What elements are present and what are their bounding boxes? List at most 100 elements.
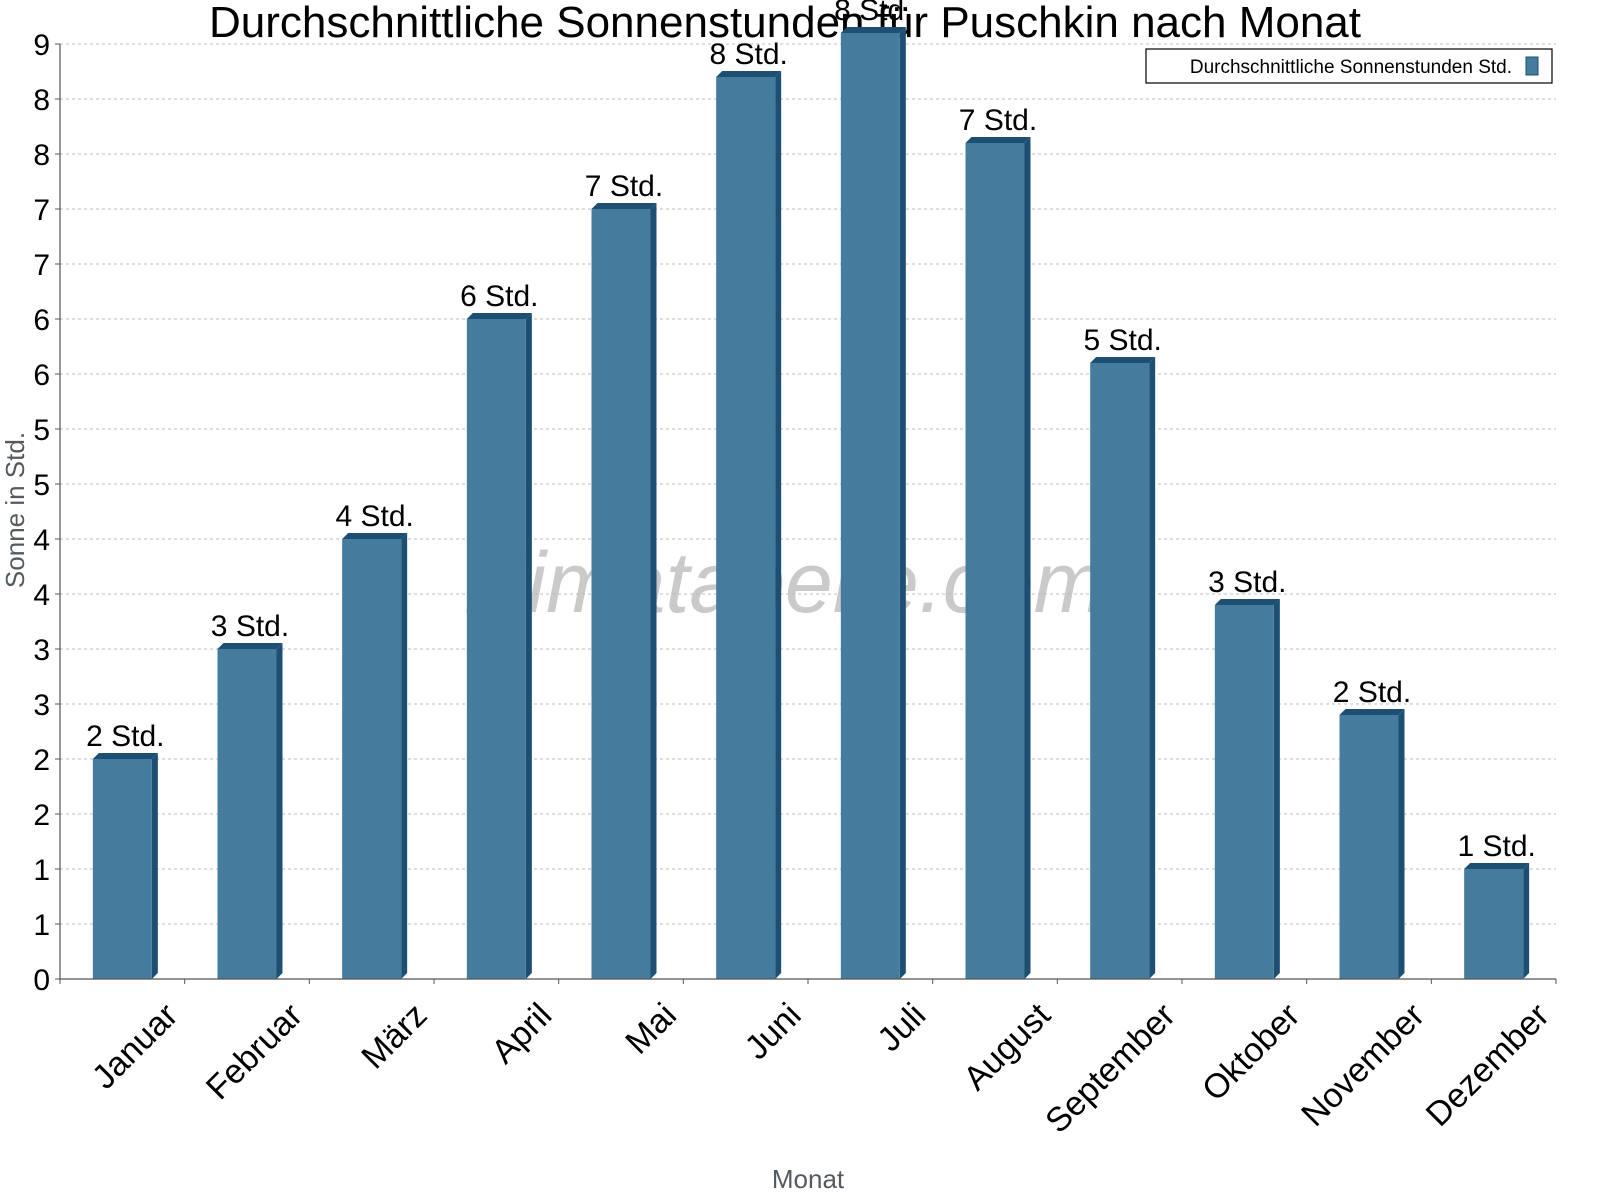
bar-side	[899, 27, 906, 979]
y-tick-label: 3	[33, 689, 50, 722]
y-tick-label: 2	[33, 799, 50, 832]
y-axis-label: Sonne in Std.	[0, 432, 30, 588]
y-tick-label: 8	[33, 139, 50, 172]
y-tick-label: 6	[33, 359, 50, 392]
bar-data-label: 6 Std.	[460, 280, 538, 313]
x-tick-labels: Januar Februar März April Mai Juni Juli AugustS…	[85, 996, 1557, 1141]
bar-data-label: 3 Std.	[211, 610, 289, 643]
x-axis-label: Monat	[772, 1164, 845, 1194]
y-tick-label: 6	[33, 304, 50, 337]
x-tick-label: April	[484, 996, 559, 1071]
x-tick-label: November	[1294, 996, 1432, 1134]
y-tick-label: 1	[33, 909, 50, 942]
bar-top	[92, 753, 158, 759]
bar-side	[1149, 357, 1156, 979]
y-tick-label: 5	[33, 414, 50, 447]
x-tick-label: Dezember	[1419, 996, 1557, 1134]
bar-front	[342, 539, 402, 979]
bar-top	[342, 533, 408, 539]
y-tick-label: 4	[33, 579, 50, 612]
bar-side	[276, 643, 283, 979]
y-tick-label: 4	[33, 524, 50, 557]
bar-top	[1339, 709, 1405, 715]
bar-side	[1273, 599, 1280, 979]
bar-dezember	[1464, 863, 1530, 979]
bar-data-label: 8 Std.	[709, 38, 787, 71]
legend-label: Durchschnittliche Sonnenstunden Std.	[1190, 57, 1512, 78]
bar-side	[1398, 709, 1405, 979]
bar-top	[716, 71, 782, 77]
bar-mai	[591, 203, 657, 979]
bar-data-label: 7 Std.	[585, 170, 663, 203]
bar-september	[1090, 357, 1156, 979]
y-tick-label: 1	[33, 854, 50, 887]
bar-top	[466, 313, 532, 319]
bar-juli	[840, 27, 906, 979]
x-tick-label: Mai	[618, 996, 684, 1062]
bar-juni	[716, 71, 782, 979]
bar-side	[650, 203, 657, 979]
y-tick-label: 9	[33, 29, 50, 62]
x-tick-label: August	[956, 996, 1058, 1098]
bar-top	[217, 643, 283, 649]
bar-data-label: 5 Std.	[1083, 324, 1161, 357]
bar-data-label: 1 Std.	[1457, 830, 1535, 863]
bar-data-label: 3 Std.	[1208, 566, 1286, 599]
bar-side	[525, 313, 532, 979]
bar-top	[1090, 357, 1156, 363]
y-tick-label: 3	[33, 634, 50, 667]
bar-top	[965, 137, 1031, 143]
bar-data-label: 8 Std.	[834, 0, 912, 27]
bar-side	[151, 753, 158, 979]
bar-side	[401, 533, 408, 979]
bar-front	[591, 209, 651, 979]
legend-swatch	[1525, 56, 1539, 76]
chart-title: Durchschnittliche Sonnenstunden für Pusc…	[209, 0, 1361, 47]
y-tick-labels: 0 1 1 2 2 3 3 4 4 5 5 6 6 7 7 8 8 9	[33, 29, 50, 997]
bar-data-label: 7 Std.	[959, 104, 1037, 137]
bar-data-label: 2 Std.	[1333, 676, 1411, 709]
bars-group: 2 Std. 3 Std. 4 Std. 6 Std. 7 Std. 8 Std. 8 St…	[86, 0, 1536, 979]
bar-data-label: 2 Std.	[86, 720, 164, 753]
y-tick-label: 2	[33, 744, 50, 777]
x-tick-label: Oktober	[1195, 996, 1307, 1108]
y-tick-label: 8	[33, 84, 50, 117]
bar-top	[1214, 599, 1280, 605]
bar-märz	[342, 533, 408, 979]
bar-november	[1339, 709, 1405, 979]
bar-oktober	[1214, 599, 1280, 979]
bar-front	[1214, 605, 1274, 979]
x-tick-label: September	[1038, 996, 1182, 1140]
bar-front	[965, 143, 1025, 979]
x-tick-label: Januar	[85, 996, 185, 1096]
bar-top	[591, 203, 657, 209]
bar-februar	[217, 643, 283, 979]
x-tick-label: Februar	[199, 996, 310, 1107]
y-tick-label: 7	[33, 249, 50, 282]
bar-data-label: 4 Std.	[335, 500, 413, 533]
bar-front	[217, 649, 277, 979]
bar-front	[1090, 363, 1150, 979]
bar-april	[466, 313, 532, 979]
x-tick-label: März	[354, 996, 434, 1076]
bar-top	[1464, 863, 1530, 869]
y-tick-label: 5	[33, 469, 50, 502]
grid-lines	[60, 43, 1556, 925]
bar-front	[840, 33, 900, 979]
bar-august	[965, 137, 1031, 979]
y-tick-label: 0	[33, 964, 50, 997]
legend-box	[1145, 48, 1553, 84]
bar-side	[1024, 137, 1031, 979]
axes	[55, 43, 1557, 984]
bar-front	[1464, 869, 1524, 979]
y-tick-label: 7	[33, 194, 50, 227]
bar-top	[840, 27, 906, 33]
bar-front	[1339, 715, 1399, 979]
bar-januar	[92, 753, 158, 979]
x-tick-label: Juni	[738, 996, 809, 1067]
bar-front	[466, 319, 526, 979]
x-tick-label: Juli	[870, 996, 933, 1059]
legend: Durchschnittliche Sonnenstunden Std.	[1145, 48, 1553, 84]
